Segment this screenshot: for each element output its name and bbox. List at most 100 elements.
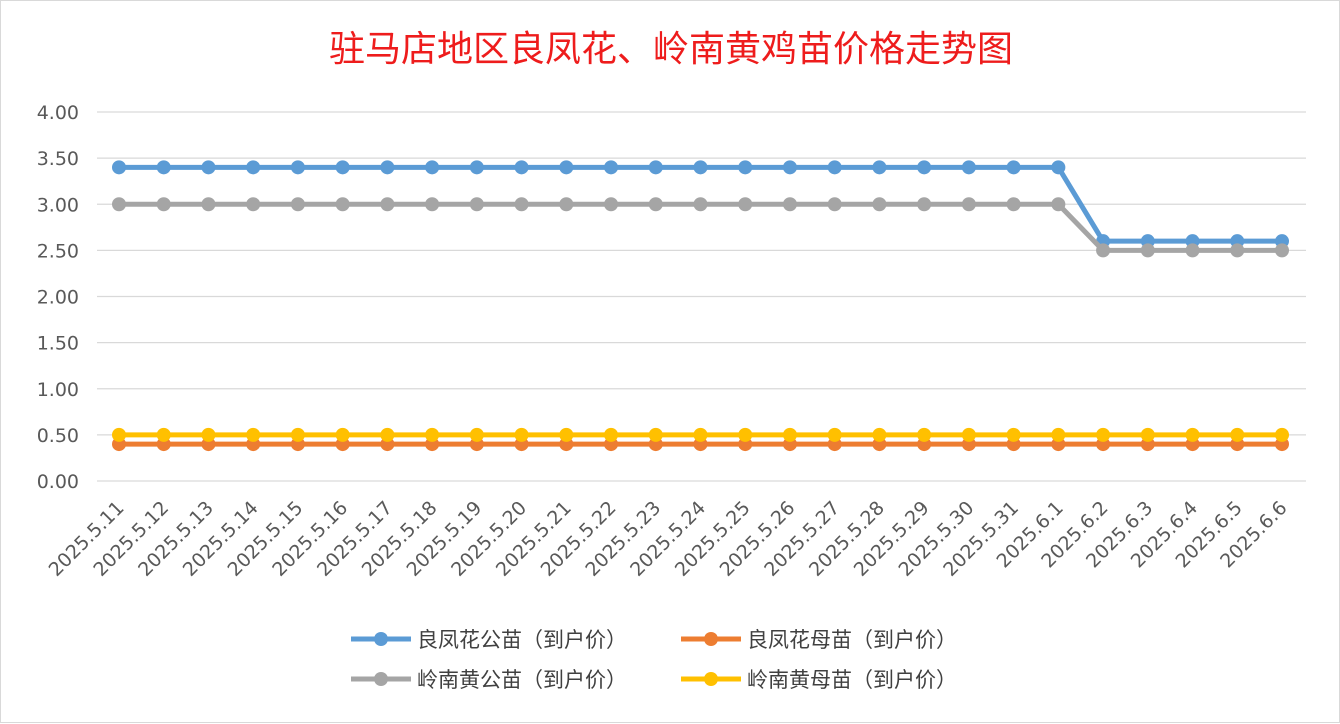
legend-swatch-marker bbox=[704, 672, 718, 686]
data-point bbox=[559, 160, 574, 175]
data-point bbox=[782, 160, 797, 175]
data-point bbox=[1051, 160, 1066, 175]
legend-swatch-marker bbox=[704, 632, 718, 646]
y-tick-label: 3.50 bbox=[37, 148, 79, 170]
y-tick-label: 2.50 bbox=[37, 240, 79, 262]
data-point bbox=[827, 160, 842, 175]
series-lines bbox=[112, 160, 1289, 452]
data-point bbox=[290, 197, 305, 212]
data-point bbox=[469, 160, 484, 175]
legend-label: 岭南黄公苗（到户价） bbox=[417, 668, 627, 692]
legend-label: 良凤花公苗（到户价） bbox=[417, 628, 627, 652]
data-point bbox=[156, 427, 171, 442]
data-point bbox=[604, 160, 619, 175]
data-point bbox=[246, 197, 261, 212]
data-point bbox=[514, 197, 529, 212]
data-point bbox=[246, 160, 261, 175]
data-point bbox=[693, 197, 708, 212]
data-point bbox=[738, 160, 753, 175]
data-point bbox=[1230, 427, 1245, 442]
data-point bbox=[827, 427, 842, 442]
data-point bbox=[872, 427, 887, 442]
data-point bbox=[425, 160, 440, 175]
data-point bbox=[1230, 243, 1245, 258]
data-point bbox=[1051, 197, 1066, 212]
legend-label: 良凤花母苗（到户价） bbox=[747, 628, 957, 652]
data-point bbox=[782, 427, 797, 442]
data-point bbox=[1185, 243, 1200, 258]
data-point bbox=[112, 427, 126, 442]
data-point bbox=[917, 427, 932, 442]
data-point bbox=[425, 197, 440, 212]
legend-item: 岭南黄母苗（到户价） bbox=[681, 668, 957, 692]
legend-swatch-marker bbox=[374, 632, 388, 646]
legend: 良凤花公苗（到户价） 良凤花母苗（到户价） 岭南黄公苗（到户价） 岭南黄母苗（到户价） bbox=[351, 628, 957, 692]
y-axis-tick-labels: 0.00 0.50 1.00 1.50 2.00 2.50 3.00 3.50 4.00 bbox=[37, 102, 79, 493]
data-point bbox=[514, 427, 529, 442]
chart-title: 驻马店地区良凤花、岭南黄鸡苗价格走势图 bbox=[329, 29, 1013, 70]
data-point bbox=[738, 427, 753, 442]
x-axis-tick-labels: 2025.5.112025.5.122025.5.132025.5.142025… bbox=[45, 497, 1292, 581]
data-point bbox=[335, 427, 350, 442]
data-point bbox=[380, 427, 395, 442]
data-point bbox=[872, 197, 887, 212]
y-tick-label: 4.00 bbox=[37, 102, 79, 124]
data-point bbox=[693, 427, 708, 442]
series-3 bbox=[112, 197, 1289, 258]
data-point bbox=[559, 427, 574, 442]
data-point bbox=[201, 160, 216, 175]
data-point bbox=[872, 160, 887, 175]
data-point bbox=[827, 197, 842, 212]
data-point bbox=[1275, 243, 1289, 258]
data-point bbox=[1051, 427, 1066, 442]
data-point bbox=[961, 427, 976, 442]
data-point bbox=[1006, 197, 1021, 212]
data-point bbox=[961, 160, 976, 175]
data-point bbox=[156, 160, 171, 175]
data-point bbox=[112, 160, 126, 175]
data-point bbox=[917, 160, 932, 175]
legend-item: 岭南黄公苗（到户价） bbox=[351, 668, 627, 692]
data-point bbox=[604, 197, 619, 212]
legend-swatch-marker bbox=[374, 672, 388, 686]
data-point bbox=[201, 197, 216, 212]
series-4 bbox=[112, 427, 1289, 442]
data-point bbox=[1006, 427, 1021, 442]
data-point bbox=[961, 197, 976, 212]
data-point bbox=[1006, 160, 1021, 175]
data-point bbox=[648, 197, 663, 212]
y-tick-label: 0.00 bbox=[37, 471, 79, 493]
data-point bbox=[1185, 427, 1200, 442]
data-point bbox=[290, 160, 305, 175]
data-point bbox=[380, 197, 395, 212]
data-point bbox=[1096, 427, 1111, 442]
data-point bbox=[425, 427, 440, 442]
data-point bbox=[1275, 427, 1289, 442]
data-point bbox=[782, 197, 797, 212]
data-point bbox=[514, 160, 529, 175]
data-point bbox=[156, 197, 171, 212]
legend-item: 良凤花母苗（到户价） bbox=[681, 628, 957, 652]
y-tick-label: 0.50 bbox=[37, 425, 79, 447]
data-point bbox=[559, 197, 574, 212]
data-point bbox=[335, 197, 350, 212]
data-point bbox=[738, 197, 753, 212]
data-point bbox=[693, 160, 708, 175]
y-tick-label: 1.50 bbox=[37, 333, 79, 355]
data-point bbox=[604, 427, 619, 442]
data-point bbox=[917, 197, 932, 212]
data-point bbox=[1140, 427, 1155, 442]
legend-item: 良凤花公苗（到户价） bbox=[351, 628, 627, 652]
data-point bbox=[246, 427, 261, 442]
legend-label: 岭南黄母苗（到户价） bbox=[747, 668, 957, 692]
data-point bbox=[1096, 243, 1111, 258]
y-tick-label: 2.00 bbox=[37, 287, 79, 309]
data-point bbox=[290, 427, 305, 442]
data-point bbox=[469, 427, 484, 442]
y-tick-label: 1.00 bbox=[37, 379, 79, 401]
data-point bbox=[380, 160, 395, 175]
data-point bbox=[648, 427, 663, 442]
y-tick-label: 3.00 bbox=[37, 194, 79, 216]
